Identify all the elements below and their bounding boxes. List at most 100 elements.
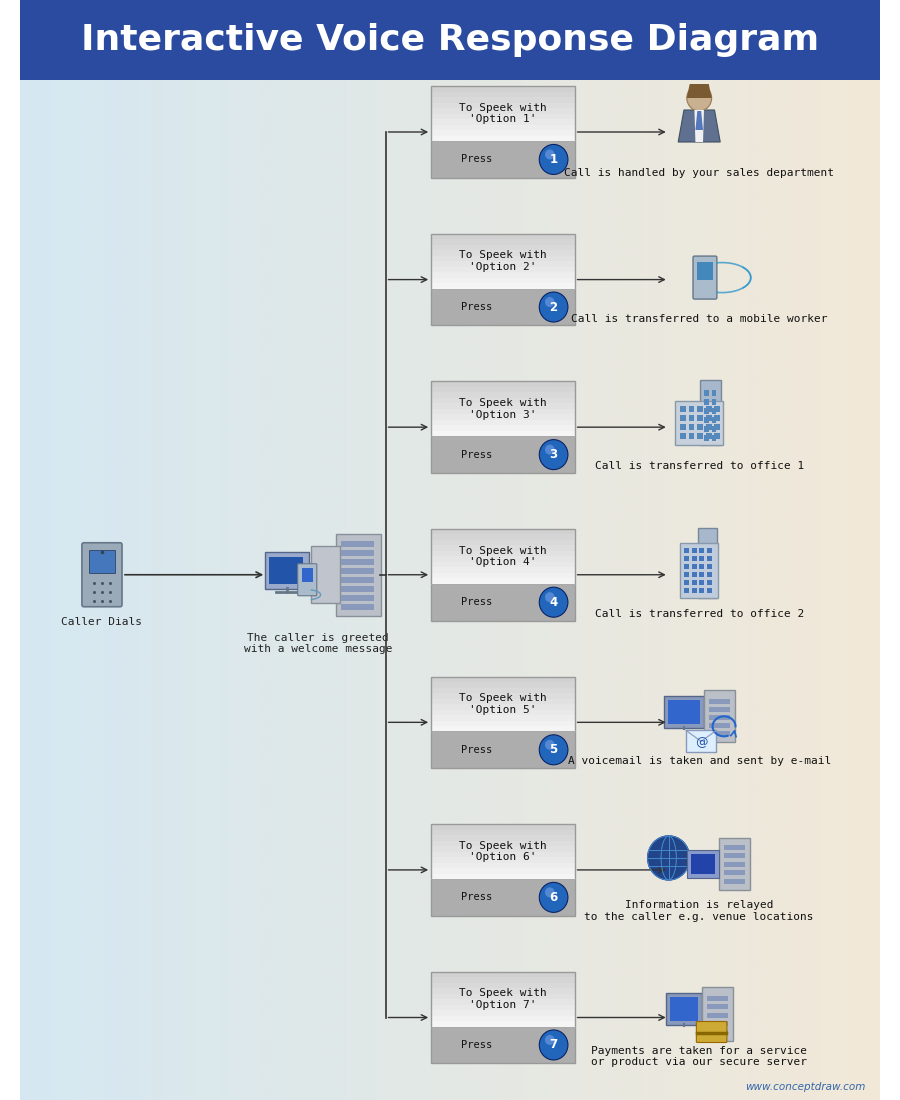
FancyBboxPatch shape — [715, 415, 720, 421]
Text: 6: 6 — [550, 891, 558, 904]
FancyBboxPatch shape — [431, 124, 574, 130]
FancyBboxPatch shape — [431, 851, 574, 857]
FancyBboxPatch shape — [704, 390, 709, 396]
Text: www.conceptdraw.com: www.conceptdraw.com — [745, 1082, 866, 1092]
FancyBboxPatch shape — [693, 256, 717, 299]
Text: To Speek with
'Option 5': To Speek with 'Option 5' — [459, 693, 546, 715]
Circle shape — [687, 85, 712, 111]
Text: Call is transferred to a mobile worker: Call is transferred to a mobile worker — [571, 314, 827, 323]
FancyBboxPatch shape — [431, 1010, 574, 1015]
FancyBboxPatch shape — [712, 436, 716, 441]
FancyBboxPatch shape — [298, 563, 317, 596]
FancyBboxPatch shape — [431, 873, 574, 879]
FancyBboxPatch shape — [82, 542, 122, 607]
FancyBboxPatch shape — [431, 387, 574, 393]
FancyBboxPatch shape — [709, 700, 730, 704]
Text: A voicemail is taken and sent by e-mail: A voicemail is taken and sent by e-mail — [568, 757, 831, 767]
FancyBboxPatch shape — [431, 824, 574, 879]
FancyBboxPatch shape — [712, 408, 716, 415]
FancyBboxPatch shape — [431, 119, 574, 124]
FancyBboxPatch shape — [687, 850, 719, 878]
FancyBboxPatch shape — [431, 91, 574, 97]
FancyBboxPatch shape — [709, 707, 730, 713]
Text: Interactive Voice Response Diagram: Interactive Voice Response Diagram — [81, 23, 819, 57]
FancyBboxPatch shape — [431, 988, 574, 993]
FancyBboxPatch shape — [684, 587, 689, 593]
FancyBboxPatch shape — [341, 569, 374, 574]
Circle shape — [545, 1035, 554, 1045]
FancyBboxPatch shape — [431, 256, 574, 262]
FancyBboxPatch shape — [431, 398, 574, 404]
FancyBboxPatch shape — [706, 587, 712, 593]
Polygon shape — [679, 110, 720, 142]
FancyBboxPatch shape — [431, 720, 574, 726]
FancyBboxPatch shape — [431, 824, 574, 829]
Text: 4: 4 — [550, 596, 558, 608]
FancyBboxPatch shape — [431, 409, 574, 415]
Circle shape — [545, 150, 554, 160]
Text: To Speek with
'Option 3': To Speek with 'Option 3' — [459, 398, 546, 420]
FancyBboxPatch shape — [431, 551, 574, 557]
Text: To Speek with
'Option 6': To Speek with 'Option 6' — [459, 840, 546, 862]
Circle shape — [539, 1030, 568, 1060]
FancyBboxPatch shape — [431, 404, 574, 409]
FancyBboxPatch shape — [431, 862, 574, 868]
FancyBboxPatch shape — [431, 971, 574, 1026]
FancyBboxPatch shape — [431, 977, 574, 982]
FancyBboxPatch shape — [668, 701, 700, 724]
FancyBboxPatch shape — [431, 283, 574, 288]
FancyBboxPatch shape — [706, 425, 712, 430]
FancyBboxPatch shape — [431, 1021, 574, 1026]
FancyBboxPatch shape — [431, 97, 574, 102]
Circle shape — [545, 592, 554, 602]
FancyBboxPatch shape — [431, 726, 574, 732]
FancyBboxPatch shape — [724, 845, 745, 850]
FancyBboxPatch shape — [431, 262, 574, 267]
FancyBboxPatch shape — [666, 992, 702, 1024]
FancyBboxPatch shape — [341, 541, 374, 547]
FancyBboxPatch shape — [709, 732, 730, 736]
FancyBboxPatch shape — [336, 534, 381, 616]
Text: 2: 2 — [550, 300, 558, 313]
FancyBboxPatch shape — [699, 587, 705, 593]
FancyBboxPatch shape — [431, 698, 574, 704]
FancyBboxPatch shape — [431, 420, 574, 426]
FancyBboxPatch shape — [715, 433, 720, 439]
Text: Press: Press — [462, 154, 492, 165]
Text: Call is handled by your sales department: Call is handled by your sales department — [564, 168, 834, 178]
FancyBboxPatch shape — [431, 382, 574, 387]
Text: Press: Press — [462, 745, 492, 755]
FancyBboxPatch shape — [431, 704, 574, 710]
FancyBboxPatch shape — [704, 436, 709, 441]
Circle shape — [545, 444, 554, 454]
FancyBboxPatch shape — [699, 556, 705, 561]
Circle shape — [648, 836, 689, 880]
FancyBboxPatch shape — [699, 564, 705, 570]
Text: Payments are taken for a service
or product via our secure server: Payments are taken for a service or prod… — [591, 1045, 807, 1067]
FancyBboxPatch shape — [431, 529, 574, 584]
FancyBboxPatch shape — [431, 86, 574, 141]
FancyBboxPatch shape — [684, 572, 689, 578]
FancyBboxPatch shape — [431, 546, 574, 551]
FancyBboxPatch shape — [431, 846, 574, 851]
FancyBboxPatch shape — [712, 390, 716, 396]
FancyBboxPatch shape — [431, 426, 574, 431]
FancyBboxPatch shape — [706, 556, 712, 561]
FancyBboxPatch shape — [431, 535, 574, 540]
FancyBboxPatch shape — [670, 997, 698, 1021]
FancyBboxPatch shape — [431, 141, 574, 178]
FancyBboxPatch shape — [341, 586, 374, 592]
Circle shape — [545, 740, 554, 750]
FancyBboxPatch shape — [431, 562, 574, 568]
FancyBboxPatch shape — [706, 996, 728, 1001]
FancyBboxPatch shape — [269, 558, 303, 584]
FancyBboxPatch shape — [675, 402, 723, 446]
FancyBboxPatch shape — [431, 1004, 574, 1010]
FancyBboxPatch shape — [709, 724, 730, 728]
FancyBboxPatch shape — [431, 999, 574, 1004]
FancyBboxPatch shape — [431, 676, 574, 732]
FancyBboxPatch shape — [431, 240, 574, 245]
FancyBboxPatch shape — [431, 437, 574, 473]
Circle shape — [545, 888, 554, 898]
FancyBboxPatch shape — [700, 381, 721, 446]
